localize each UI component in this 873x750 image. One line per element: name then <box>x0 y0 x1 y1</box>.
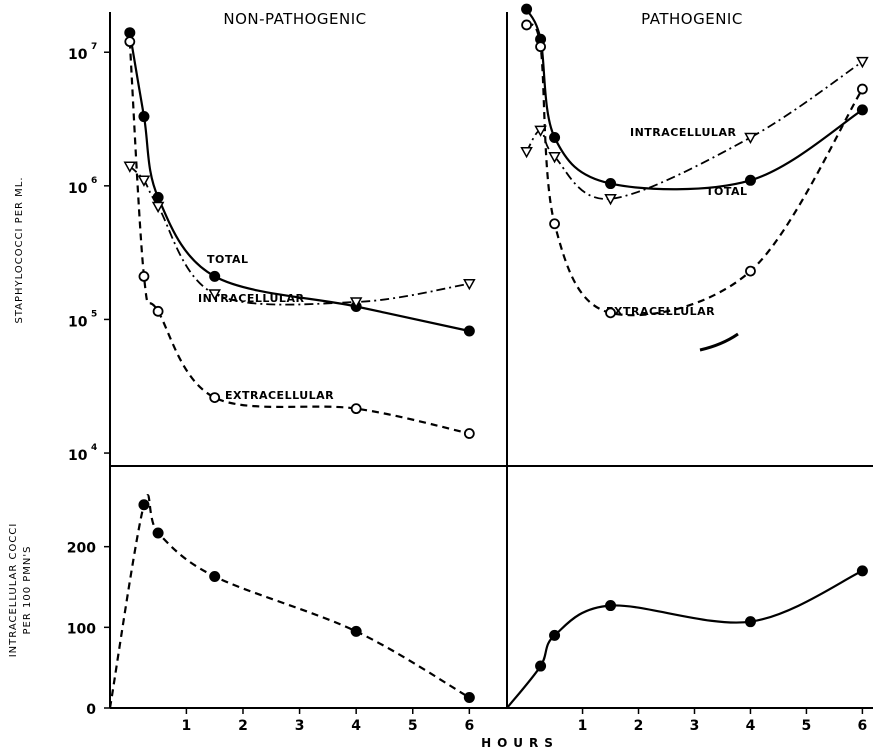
xtick-label-p2-1: 2 <box>238 718 248 734</box>
ytick-label-upper-2: 10 <box>68 314 88 330</box>
series-line-p0-s0 <box>128 32 470 333</box>
xtick-label-p3-0: 1 <box>578 718 588 734</box>
point-p0-s2-5 <box>463 428 475 439</box>
ytick-label-upper-3: 10 <box>68 448 88 464</box>
xtick-label-p2-0: 1 <box>182 718 192 734</box>
ytick-exp-upper-0: 7 <box>91 42 97 52</box>
ytick-exp-upper-3: 4 <box>91 443 97 453</box>
xtick-label-p2-3: 4 <box>351 718 361 734</box>
label-extracellular-left: EXTRACELLULAR <box>225 389 334 402</box>
point-p2-s0-4 <box>350 625 362 637</box>
point-p0-s2-1 <box>138 270 150 282</box>
point-p1-s0-4 <box>744 174 756 186</box>
point-p1-s1-3 <box>604 194 617 206</box>
point-p2-s0-3 <box>209 571 221 583</box>
point-p1-s0-0 <box>521 3 533 15</box>
point-p0-s2-4 <box>350 403 362 415</box>
point-p3-s0-5 <box>856 565 868 577</box>
xtick-label-p2-4: 5 <box>408 718 418 734</box>
label-extracellular-right: EXTRACELLULAR <box>606 305 715 318</box>
ytick-label-upper-0: 10 <box>68 47 88 63</box>
series-line-p3-s0 <box>506 569 863 709</box>
ytick-exp-upper-2: 5 <box>91 309 97 319</box>
point-p1-s1-5 <box>856 56 869 69</box>
point-p0-s0-2 <box>152 191 164 203</box>
xtick-label-p2-2: 3 <box>295 718 305 734</box>
point-p0-s1-4 <box>349 297 363 309</box>
point-p0-s1-1 <box>137 175 151 187</box>
print-smudge <box>699 332 739 352</box>
xtick-label-p3-4: 5 <box>802 718 812 734</box>
point-p1-s0-3 <box>605 178 617 190</box>
ytick-label-upper-1: 10 <box>68 181 88 197</box>
xtick-label-p3-1: 2 <box>634 718 644 734</box>
ytick-exp-upper-1: 6 <box>91 176 97 186</box>
point-p1-s1-0 <box>520 146 533 159</box>
point-p1-s1-4 <box>744 132 757 145</box>
lower-y-axis-label-line2: PER 100 PMN'S <box>22 546 33 635</box>
label-intracellular-right: INTRACELLULAR <box>630 126 736 139</box>
point-p1-s0-2 <box>549 132 561 144</box>
point-p0-s1-0 <box>123 161 137 173</box>
point-p1-s2-5 <box>857 83 868 95</box>
point-p0-s1-3 <box>208 289 221 301</box>
xtick-label-p2-5: 6 <box>464 718 474 734</box>
point-p0-s2-0 <box>124 36 136 48</box>
xtick-label-p3-3: 4 <box>746 718 756 734</box>
title-non-pathogenic: NON-PATHOGENIC <box>223 10 366 28</box>
x-axis-label: HOURS <box>481 736 559 750</box>
point-p1-s2-1 <box>535 41 546 53</box>
series-line-p1-s2 <box>525 23 864 317</box>
point-p1-s2-2 <box>549 218 560 230</box>
lower-y-axis-label-line1: INTRACELLULAR COCCI <box>8 523 19 658</box>
point-p1-s1-2 <box>548 152 561 164</box>
point-p3-s0-3 <box>605 600 617 612</box>
series-line-p2-s0 <box>108 494 470 709</box>
label-total-left: TOTAL <box>207 253 249 266</box>
ytick-label-lower-2: 200 <box>67 541 96 557</box>
point-p1-s2-3 <box>605 307 616 319</box>
point-p3-s0-2 <box>549 629 561 641</box>
ytick-label-lower-1: 100 <box>67 621 96 637</box>
point-p1-s2-4 <box>745 265 756 277</box>
label-total-right: TOTAL <box>706 185 748 198</box>
point-p0-s2-2 <box>152 305 164 317</box>
upper-y-axis-label: STAPHYLOCOCCI PER ML. <box>14 176 25 323</box>
title-pathogenic: PATHOGENIC <box>641 10 743 28</box>
point-p2-s0-2 <box>152 527 164 539</box>
point-p0-s0-5 <box>463 325 475 337</box>
series-markers <box>123 3 869 704</box>
xtick-label-p3-5: 6 <box>858 718 868 734</box>
point-p2-s0-1 <box>138 499 150 511</box>
point-p0-s1-5 <box>463 278 476 291</box>
point-p1-s2-0 <box>521 19 532 31</box>
point-p1-s1-1 <box>534 125 547 137</box>
series-line-p1-s0 <box>525 8 863 191</box>
xtick-label-p3-2: 3 <box>690 718 700 734</box>
point-p3-s0-4 <box>744 616 756 628</box>
series-line-p0-s2 <box>128 41 470 435</box>
point-p2-s0-5 <box>463 692 475 704</box>
axes-frame <box>109 12 873 709</box>
point-p0-s0-0 <box>124 27 136 39</box>
point-p0-s2-3 <box>209 392 221 404</box>
point-p1-s0-5 <box>856 104 868 116</box>
point-p0-s1-2 <box>151 201 165 214</box>
point-p3-s0-1 <box>535 660 547 672</box>
point-p0-s0-3 <box>209 270 221 282</box>
ytick-label-lower-0: 0 <box>86 702 96 718</box>
series-line-p0-s1 <box>129 165 470 306</box>
point-p0-s0-1 <box>138 111 150 123</box>
series-lines <box>108 8 864 709</box>
label-intracellular-left: INTRACELLULAR <box>198 292 304 305</box>
